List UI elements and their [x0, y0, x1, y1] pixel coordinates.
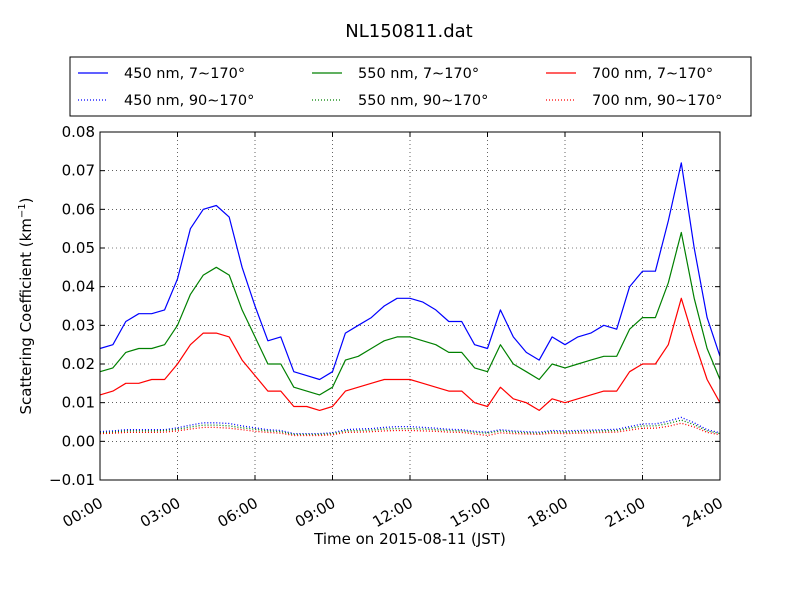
y-tick-label: 0.04: [62, 278, 95, 296]
legend: 450 nm, 7∼170° 550 nm, 7∼170° 700 nm, 7∼17…: [69, 56, 752, 117]
x-tick-label: 12:00: [370, 494, 416, 531]
y-axis-label-end: ): [17, 197, 35, 203]
legend-box: [69, 56, 752, 117]
x-tick-label: 06:00: [215, 494, 261, 531]
x-axis-label: Time on 2015-08-11 (JST): [313, 530, 506, 548]
y-tick-label: 0.02: [62, 355, 95, 373]
x-tick-label: 21:00: [602, 494, 648, 531]
x-tick-label: 15:00: [447, 494, 493, 531]
legend-label-4: 700 nm, 7∼170°: [592, 66, 713, 82]
legend-label-3: 550 nm, 90∼170°: [358, 93, 488, 109]
y-tick-label: 0.05: [62, 239, 95, 257]
y-tick-labels: −0.01 0.00 0.01 0.02 0.03 0.04 0.05 0.06 0.07 0.0…: [49, 123, 95, 489]
legend-label-0: 450 nm, 7∼170°: [124, 66, 245, 82]
y-tick-label: 0.00: [62, 432, 95, 450]
legend-label-2: 550 nm, 7∼170°: [358, 66, 479, 82]
y-tick-label: −0.01: [49, 471, 95, 489]
legend-label-1: 450 nm, 90∼170°: [124, 93, 254, 109]
y-tick-label: 0.08: [62, 123, 95, 141]
y-tick-label: 0.07: [62, 162, 95, 180]
legend-label-5: 700 nm, 90∼170°: [592, 93, 722, 109]
series-line-4: [99, 297, 721, 411]
x-tick-label: 18:00: [525, 494, 571, 531]
y-axis-label-main: Scattering Coefficient (km: [17, 218, 35, 414]
series-layer: [99, 162, 721, 437]
series-line-1: [99, 416, 721, 435]
x-tick-labels: 00:00 03:00 06:00 09:00 12:00 15:00 18:00 21:00…: [60, 494, 726, 531]
y-tick-label: 0.06: [62, 200, 95, 218]
chart-title: NL150811.dat: [345, 21, 472, 42]
x-tick-label: 03:00: [137, 494, 183, 531]
x-tick-label: 09:00: [292, 494, 338, 531]
grid: [100, 132, 720, 480]
ticks: [99, 131, 721, 481]
y-tick-label: 0.03: [62, 316, 95, 334]
series-line-0: [99, 162, 721, 381]
series-line-2: [99, 231, 721, 396]
x-tick-label: 00:00: [60, 494, 106, 531]
y-tick-label: 0.01: [62, 394, 95, 412]
x-tick-label: 24:00: [680, 494, 726, 531]
y-axis-label-sup: −1: [17, 203, 28, 218]
y-axis-label: Scattering Coefficient (km−1): [17, 197, 35, 414]
